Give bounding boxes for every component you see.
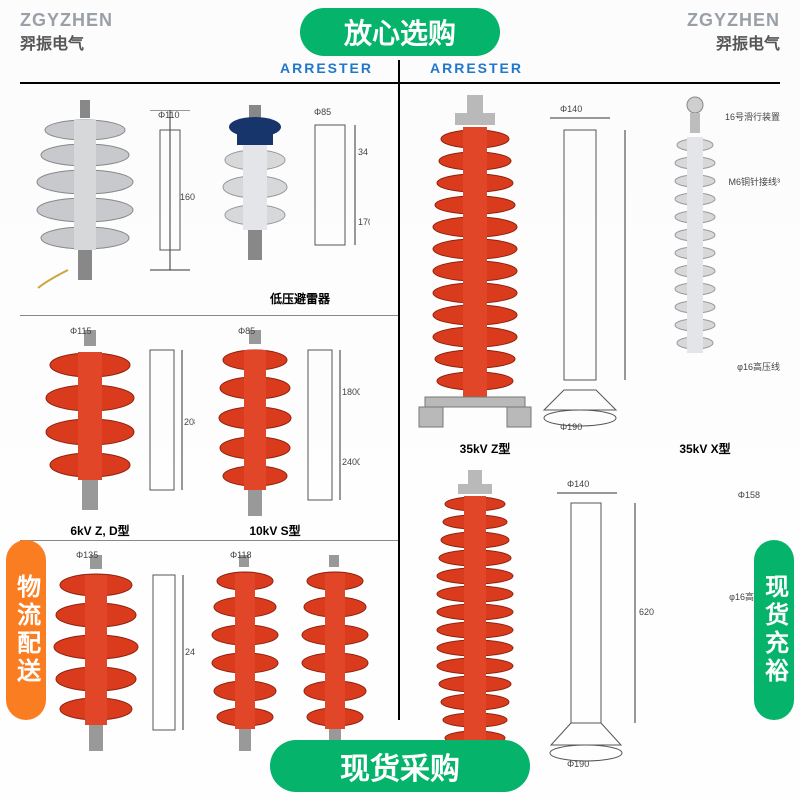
anno-2: M6铜针接线³ [729, 175, 781, 188]
svg-text:Φ85: Φ85 [314, 107, 331, 117]
product-35kv-z [415, 95, 535, 435]
svg-text:170: 170 [358, 217, 370, 227]
svg-text:Φ190: Φ190 [567, 759, 589, 769]
product-row3-a [50, 555, 145, 755]
product-grey-arrester [30, 100, 140, 290]
logo-right: ZGYZHEN [687, 10, 780, 31]
caption-35kv-x: 35kV X型 [660, 440, 750, 457]
svg-text:620: 620 [639, 607, 654, 617]
diagram-bluecap: Φ85 34 170 [300, 105, 370, 280]
anno-3: φ16高压线 [737, 360, 780, 373]
diagram-10kv: 1800 2400 [300, 335, 360, 525]
dim-row3a-d: Φ135 [76, 550, 98, 560]
svg-text:1800: 1800 [342, 387, 360, 397]
svg-text:248: 248 [185, 647, 195, 657]
caption-10kv: 10kV S型 [225, 522, 325, 539]
anno-1: 16号滑行装置 [725, 110, 780, 123]
diagram-35kv: Φ140 Φ190 [540, 100, 650, 430]
product-35kv-x-grey [660, 95, 730, 375]
divider-row-1 [20, 315, 398, 316]
catalog-page: ZGYZHEN 羿振电气 ZGYZHEN 羿振电气 ARRESTER ARRES… [0, 0, 800, 800]
logo-left: ZGYZHEN [20, 10, 113, 31]
divider-mid [398, 60, 400, 720]
product-6kv-red [40, 330, 140, 520]
diagram-6kv: 208 [140, 335, 195, 520]
dim-10kv-d: Φ85 [238, 326, 255, 336]
svg-text:2400: 2400 [342, 457, 360, 467]
caption-lowvoltage: 低压避雷器 [240, 290, 360, 307]
svg-text:Φ140: Φ140 [560, 104, 582, 114]
logo-left-sub: 羿振电气 [20, 30, 84, 54]
product-10kv-red [210, 330, 300, 520]
svg-text:Φ190: Φ190 [560, 422, 582, 430]
overlay-top-pill: 放心选购 [300, 8, 500, 56]
divider-row-2 [20, 540, 398, 541]
dim-6kv-d: Φ115 [70, 326, 92, 336]
diagram-grey: Φ110 160 [140, 110, 200, 280]
logo-right-sub: 羿振电气 [716, 30, 780, 54]
caption-35kv-z: 35kV Z型 [440, 440, 530, 457]
svg-text:160: 160 [180, 192, 195, 202]
overlay-left-pill: 物流配送 [6, 540, 46, 720]
svg-text:34: 34 [358, 147, 368, 157]
caption-6kv: 6kV Z, D型 [50, 522, 150, 539]
title-arrester-right: ARRESTER [430, 60, 523, 76]
product-right-row2 [420, 470, 530, 770]
product-row3-b [205, 555, 285, 755]
dim-r2-side: Φ158 [738, 490, 760, 500]
svg-text:Φ140: Φ140 [567, 479, 589, 489]
product-bluecap-arrester [215, 105, 295, 275]
dim-row3b-d: Φ118 [230, 550, 252, 560]
svg-text:Φ110: Φ110 [158, 110, 180, 120]
divider-top [20, 82, 780, 84]
overlay-bottom-pill: 现货采购 [270, 740, 530, 792]
title-arrester-left: ARRESTER [280, 60, 373, 76]
svg-text:208: 208 [184, 417, 195, 427]
product-row3-c [295, 555, 375, 755]
diagram-row3a: 248 [145, 560, 195, 755]
diagram-right-row2: Φ140 Φ190 620 [545, 475, 665, 770]
overlay-right-pill: 现货充裕 [754, 540, 794, 720]
